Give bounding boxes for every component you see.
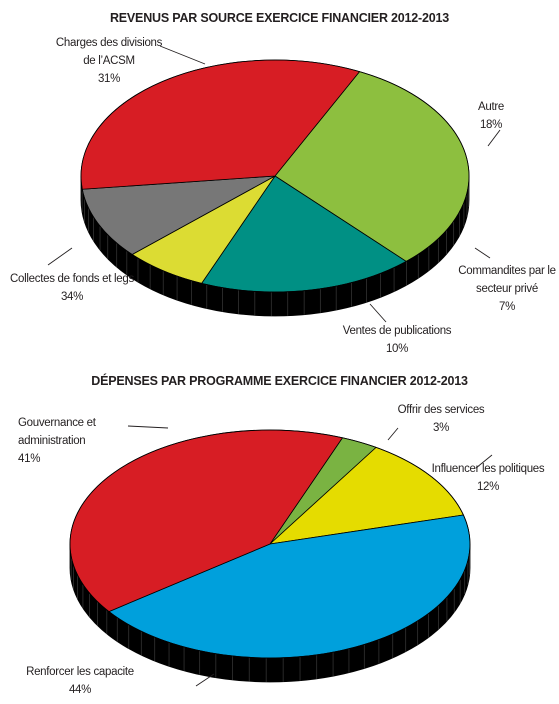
leader-influencer-politiques: [475, 454, 493, 469]
label-gouvernance-administration: Gouvernance et administration 41%: [18, 417, 96, 465]
pie-1-rim: [69, 429, 471, 659]
leader-offrir-services: [387, 427, 399, 441]
chart-title-depenses: DÉPENSES PAR PROGRAMME EXERCICE FINANCIE…: [91, 374, 468, 388]
pie-0-rim: [80, 59, 470, 293]
leader-ventes-publications: [369, 303, 387, 323]
leader-autre: [487, 129, 501, 147]
leader-renforcer-capacite: [195, 673, 215, 687]
label-offrir-services: Offrir des services 3%: [397, 404, 485, 434]
label-ventes-publications: Ventes de publications 10%: [342, 325, 452, 355]
leader-gouvernance-administration: [127, 425, 169, 429]
label-charges-divisions: Charges des divisions de l’ACSM 31%: [55, 37, 163, 85]
leader-charges-divisions: [159, 45, 206, 65]
label-commandites: Commandites par le secteur privé 7%: [458, 265, 556, 313]
leader-collectes-fonds: [47, 247, 73, 266]
label-influencer-politiques: Influencer les politiques 12%: [431, 463, 545, 493]
label-collectes-fonds: Collectes de fonds et legs 34%: [10, 273, 134, 303]
label-renforcer-capacite: Renforcer les capacite 44%: [26, 666, 134, 696]
label-autre: Autre 18%: [478, 101, 504, 131]
leader-commandites: [474, 247, 491, 259]
chart-title-revenus: REVENUS PAR SOURCE EXERCICE FINANCIER 20…: [109, 11, 450, 25]
